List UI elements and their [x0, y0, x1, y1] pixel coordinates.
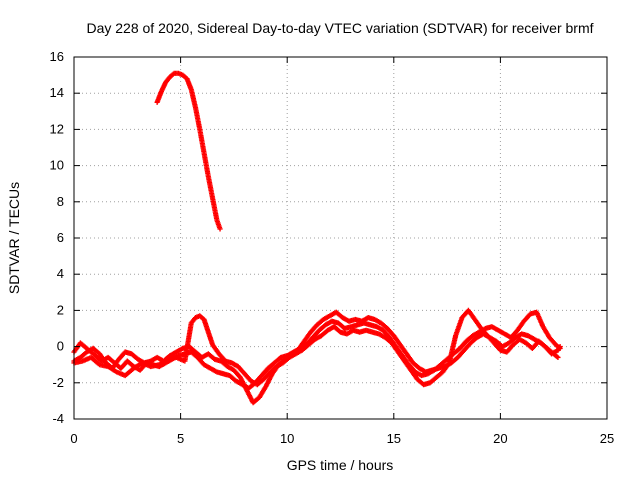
y-tick-label: -2: [52, 375, 64, 390]
series-1: [154, 70, 223, 232]
axis-ticks: 0 5 10 15 20 25 -4 -2 0 2 4 6 8 10 12 14 16: [50, 49, 615, 446]
data-point: [217, 226, 223, 232]
x-tick-label: 0: [70, 431, 77, 446]
data-series: [71, 70, 563, 406]
x-tick-label: 10: [280, 431, 294, 446]
data-point: [555, 354, 561, 361]
x-axis-title: GPS time / hours: [287, 457, 394, 473]
y-axis-title: SDTVAR / TECUs: [6, 182, 22, 294]
y-tick-label: 0: [57, 339, 64, 354]
x-tick-label: 5: [177, 431, 184, 446]
y-tick-label: 4: [57, 266, 64, 281]
x-tick-label: 15: [387, 431, 401, 446]
y-tick-label: 6: [57, 230, 64, 245]
x-tick-label: 25: [600, 431, 614, 446]
series-4: [71, 307, 563, 388]
y-tick-label: 2: [57, 302, 64, 317]
grid-lines: [74, 57, 607, 419]
y-tick-label: 14: [50, 85, 64, 100]
y-tick-label: 16: [50, 49, 64, 64]
y-tick-label: 12: [50, 121, 64, 136]
y-tick-label: 8: [57, 194, 64, 209]
x-tick-label: 20: [493, 431, 507, 446]
y-tick-label: 10: [50, 158, 64, 173]
y-tick-label: -4: [52, 411, 64, 426]
data-point: [557, 344, 563, 350]
chart-title: Day 228 of 2020, Sidereal Day-to-day VTE…: [86, 20, 593, 36]
